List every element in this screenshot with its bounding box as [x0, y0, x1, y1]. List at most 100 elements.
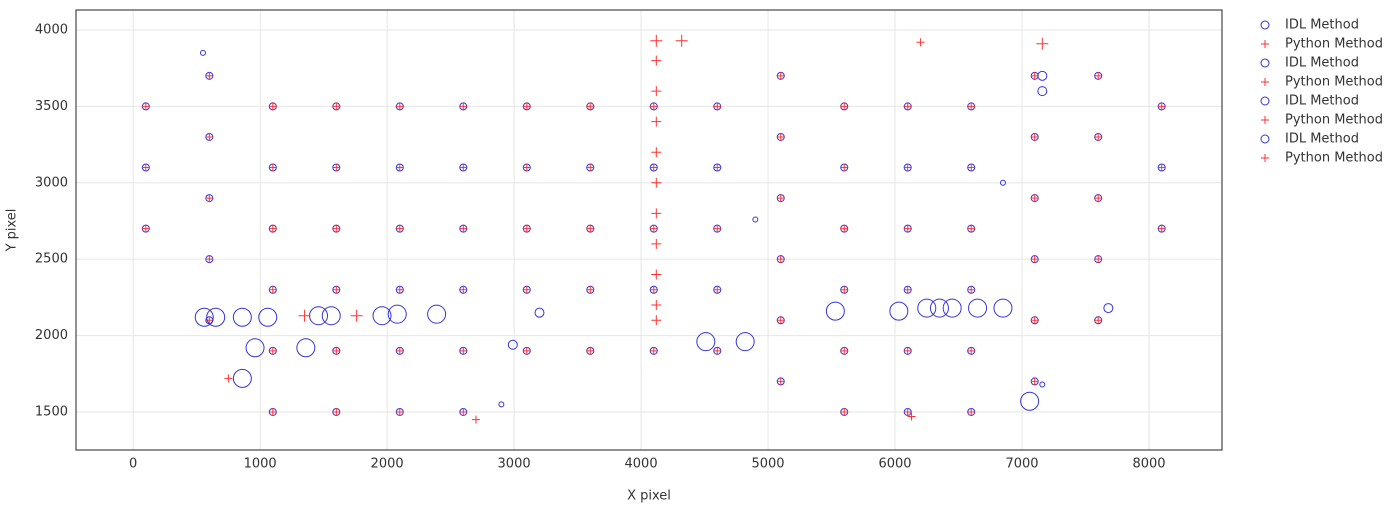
cross-marker [713, 102, 722, 111]
circle-marker [199, 49, 206, 56]
circle-marker [889, 301, 909, 321]
circle-marker [993, 298, 1013, 318]
cross-marker [903, 346, 912, 355]
cross-marker [651, 177, 662, 188]
circle-marker [1103, 303, 1114, 314]
circle-marker [321, 306, 341, 326]
cross-marker [522, 102, 531, 111]
cross-marker [903, 163, 912, 172]
cross-marker [651, 238, 662, 249]
series [199, 49, 1046, 408]
circle-marker [296, 338, 316, 358]
x-tick-label: 0 [129, 457, 137, 472]
circle-marker [968, 298, 988, 318]
cross-marker [967, 346, 976, 355]
cross-marker [776, 71, 785, 80]
cross-marker [268, 163, 277, 172]
cross-marker [1030, 316, 1039, 325]
legend-symbol [1260, 58, 1270, 68]
circle-marker [929, 298, 949, 318]
legend-label: Python Method [1285, 151, 1383, 166]
legend-symbol [1260, 134, 1270, 144]
x-axis-title: X pixel [627, 489, 671, 504]
cross-marker [522, 346, 531, 355]
circle-marker [1037, 70, 1048, 81]
circle-marker [696, 332, 716, 352]
cross-marker [840, 163, 849, 172]
circle-marker [232, 368, 252, 388]
cross-marker [840, 407, 849, 416]
circle-marker [942, 298, 962, 318]
cross-marker [224, 374, 233, 383]
cross-marker [967, 102, 976, 111]
cross-marker [332, 407, 341, 416]
legend-label: Python Method [1285, 75, 1383, 90]
cross-marker [205, 255, 214, 264]
cross-marker [395, 224, 404, 233]
circle-marker [1037, 86, 1048, 97]
cross-marker [1030, 132, 1039, 141]
cross-marker [205, 71, 214, 80]
cross-marker [141, 224, 150, 233]
cross-marker [651, 208, 662, 219]
x-tick-label: 6000 [878, 457, 911, 472]
y-tick-label: 2000 [35, 328, 68, 343]
circle-marker [206, 307, 226, 327]
cross-marker [1094, 255, 1103, 264]
cross-marker [268, 407, 277, 416]
circle-marker [507, 339, 518, 350]
x-tick-label: 3000 [498, 457, 531, 472]
cross-marker [459, 163, 468, 172]
cross-marker [713, 346, 722, 355]
cross-marker [350, 309, 363, 322]
cross-marker [459, 407, 468, 416]
legend-symbol [1261, 40, 1269, 48]
cross-marker [205, 132, 214, 141]
cross-marker [332, 102, 341, 111]
legend-symbol [1261, 78, 1269, 86]
cross-marker [675, 34, 688, 47]
cross-marker [903, 407, 912, 416]
cross-marker [840, 285, 849, 294]
cross-marker [395, 285, 404, 294]
cross-marker [395, 163, 404, 172]
cross-marker [776, 316, 785, 325]
series [507, 70, 1114, 350]
cross-marker [776, 132, 785, 141]
x-tick-label: 4000 [625, 457, 658, 472]
circle-marker [387, 304, 407, 324]
cross-marker [713, 163, 722, 172]
cross-marker [471, 415, 480, 424]
series [194, 298, 1040, 411]
y-tick-label: 3500 [35, 99, 68, 114]
cross-marker [459, 102, 468, 111]
cross-marker [395, 407, 404, 416]
cross-marker [907, 412, 916, 421]
cross-marker [903, 285, 912, 294]
legend-symbol [1260, 20, 1270, 30]
circle-marker [1039, 381, 1046, 388]
cross-marker [776, 377, 785, 386]
cross-marker [1157, 163, 1166, 172]
cross-marker [840, 224, 849, 233]
cross-marker [840, 102, 849, 111]
cross-marker [967, 285, 976, 294]
cross-marker [650, 34, 663, 47]
cross-marker [332, 224, 341, 233]
cross-marker [522, 163, 531, 172]
circle-marker [1020, 391, 1040, 411]
cross-marker [205, 194, 214, 203]
cross-marker [840, 346, 849, 355]
circle-marker [917, 298, 937, 318]
cross-marker [776, 194, 785, 203]
cross-marker [651, 300, 662, 311]
cross-marker [651, 55, 662, 66]
cross-marker [1094, 71, 1103, 80]
cross-marker [967, 224, 976, 233]
x-tick-label: 2000 [371, 457, 404, 472]
plot-frame [75, 9, 1223, 451]
cross-marker [916, 38, 925, 47]
cross-marker [522, 285, 531, 294]
cross-marker [586, 224, 595, 233]
cross-marker [1157, 102, 1166, 111]
